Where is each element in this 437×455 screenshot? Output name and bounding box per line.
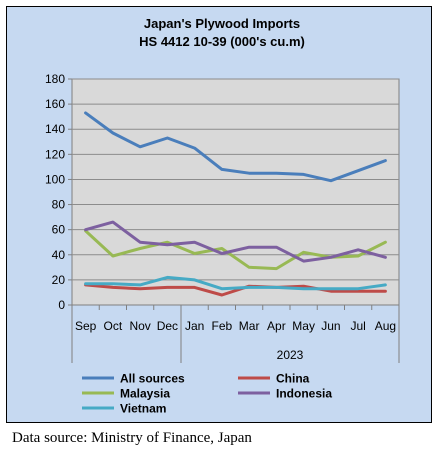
y-tick-label-80: 80: [52, 198, 66, 212]
y-tick-label-160: 160: [45, 97, 65, 111]
x-tick-label-aug: Aug: [375, 319, 396, 333]
x-tick-label-jan: Jan: [185, 319, 204, 333]
y-tick-label-120: 120: [45, 147, 65, 161]
y-tick-label-100: 100: [45, 172, 65, 186]
y-axis: 0 20 40 60 80 100 120 140 160 180: [45, 72, 72, 312]
x-axis: Sep Oct Nov Dec Jan Feb Mar Apr May Jun Jul Aug: [71, 305, 400, 363]
chart-title: Japan's Plywood Imports: [144, 16, 300, 31]
chart-subtitle: HS 4412 10-39 (000's cu.m): [139, 34, 305, 49]
plot-area: [71, 78, 400, 306]
y-tick-label-60: 60: [52, 223, 66, 237]
series-line-indonesia: [84, 220, 387, 263]
x-tick-label-mar: Mar: [239, 319, 260, 333]
x-tick-label-feb: Feb: [212, 319, 233, 333]
y-tick-label-0: 0: [58, 298, 65, 312]
y-tick-label-140: 140: [45, 122, 65, 136]
x-tick-label-nov: Nov: [129, 319, 150, 333]
legend-label-vietnam: Vietnam: [120, 402, 166, 416]
x-tick-label-may: May: [292, 319, 315, 333]
x-tick-label-dec: Dec: [157, 319, 178, 333]
legend-label-indonesia: Indonesia: [276, 387, 332, 401]
year-label: 2023: [277, 348, 304, 362]
x-tick-label-jul: Jul: [350, 319, 365, 333]
legend-label-china: China: [276, 372, 310, 386]
y-tick-label-20: 20: [52, 273, 66, 287]
series-line-all-sources: [84, 111, 387, 183]
x-tick-label-apr: Apr: [267, 319, 286, 333]
x-tick-label-oct: Oct: [104, 319, 123, 333]
series-line-vietnam: [84, 275, 387, 291]
y-tick-label-180: 180: [45, 72, 65, 86]
grid-lines: [72, 78, 399, 281]
series-line-china: [84, 283, 387, 297]
plywood-imports-chart: Japan's Plywood Imports HS 4412 10-39 (0…: [6, 6, 432, 423]
source-note: Data source: Ministry of Finance, Japan: [12, 430, 252, 446]
series-lines: [84, 111, 387, 297]
x-tick-label-jun: Jun: [321, 319, 340, 333]
x-tick-label-sep: Sep: [75, 319, 97, 333]
legend-label-all-sources: All sources: [120, 372, 185, 386]
legend: All sources China Malaysia Indonesia Vietnam: [82, 372, 332, 416]
legend-label-malaysia: Malaysia: [120, 387, 170, 401]
y-tick-label-40: 40: [52, 248, 66, 262]
